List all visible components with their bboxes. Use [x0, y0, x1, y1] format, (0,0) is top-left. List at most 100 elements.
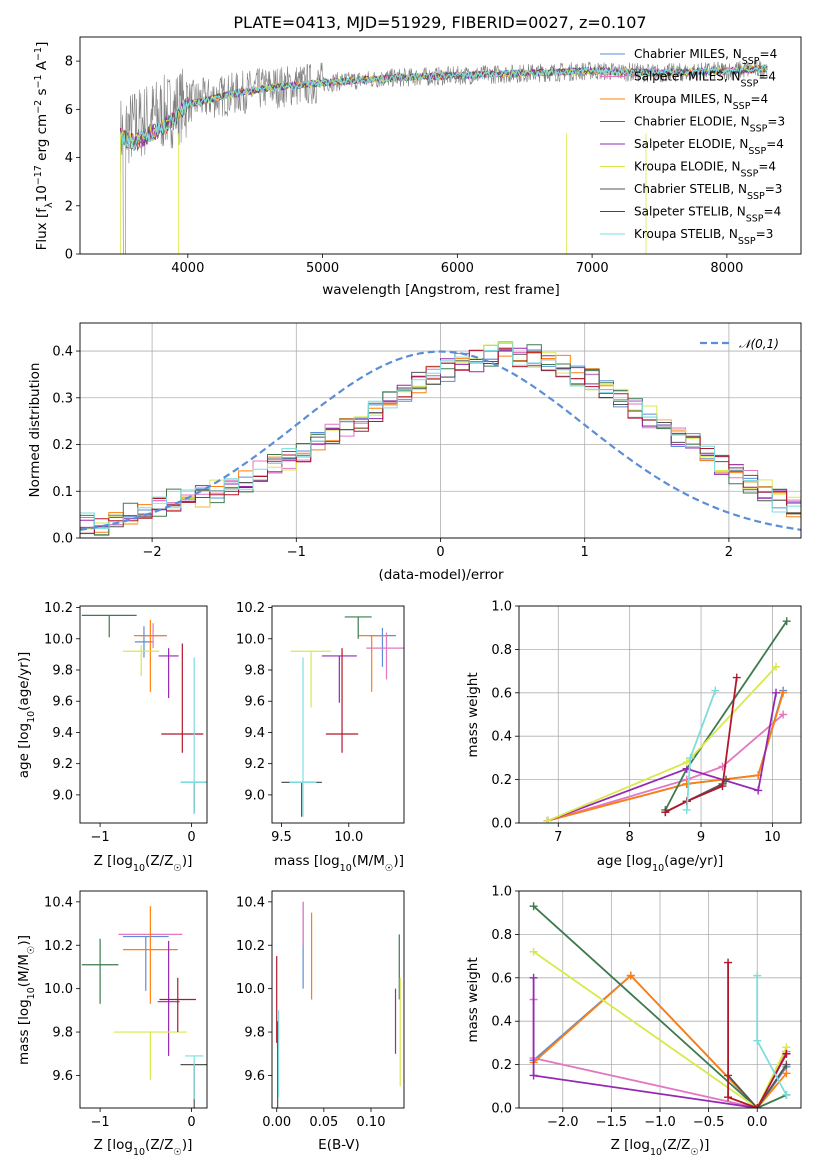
model-spectrum-6 — [120, 65, 768, 151]
x-tick-label: −1 — [91, 1115, 110, 1130]
age-vs-metallicity-panel: −1 0 9.0 9.2 9.4 9.6 9.8 10.0 10.2 Z [log10(Z/Z☉)… — [16, 601, 208, 874]
figure-title: PLATE=0413, MJD=51929, FIBERID=0027, z=0… — [233, 13, 646, 32]
x-tick-label: −0.5 — [693, 1115, 725, 1130]
y-tick-label: 10.0 — [44, 632, 73, 647]
spectrum-lines — [119, 60, 768, 254]
weight-line-4 — [547, 692, 777, 822]
y-tick-label: 0.3 — [52, 391, 73, 406]
y-tick-label: 9.6 — [244, 1069, 265, 1084]
y-tick-label: 10.0 — [236, 982, 265, 997]
y-tick-label: 10.2 — [44, 939, 73, 954]
legend-entry: Kroupa ELODIE, NSSP=4 — [634, 160, 776, 180]
y-tick-label: 0.4 — [491, 730, 512, 745]
x-tick-label: 9.5 — [271, 830, 292, 845]
weight-marker-8 — [753, 1036, 762, 1045]
x-tick-label: 10.0 — [334, 830, 363, 845]
weight-marker-8 — [686, 753, 695, 762]
y-tick-label: 9.8 — [52, 664, 73, 679]
y-tick-label: 6 — [65, 103, 73, 118]
legend-entry: Salpeter STELIB, NSSP=4 — [634, 205, 781, 225]
y-tick-label: 0.2 — [491, 773, 512, 788]
x-tick-label: 4000 — [171, 261, 204, 276]
mass-weight-vs-metallicity-panel: −2.0 −1.5 −1.0 −0.5 0.0 0.0 0.2 0.4 0.6 0.8 1.0 Z [… — [465, 885, 802, 1158]
y-tick-label: 0.0 — [52, 532, 73, 547]
y-tick-label: 0.4 — [52, 345, 73, 360]
y-tick-label: 0.8 — [491, 928, 512, 943]
weight-marker-7 — [732, 673, 741, 682]
error-bars — [276, 901, 401, 1108]
weight-marker-2 — [782, 1069, 791, 1078]
weight-line-1 — [547, 713, 784, 822]
y-tick-label: 9.8 — [244, 1026, 265, 1041]
x-tick-label: 5000 — [306, 261, 339, 276]
y-axis-label: mass weight — [465, 957, 481, 1042]
spectrum-panel: 4000 5000 6000 7000 8000 0 2 4 6 8 Chabrier MILES,… — [33, 36, 802, 298]
weight-marker-8 — [682, 805, 691, 814]
x-tick-label: 10 — [764, 830, 781, 845]
weight-marker-7 — [718, 782, 727, 791]
x-tick-label: 0.05 — [309, 1115, 338, 1130]
x-tick-label: 0 — [187, 830, 195, 845]
x-tick-label: 0 — [187, 1115, 195, 1130]
axes-frame — [518, 890, 802, 1109]
weight-marker-3 — [782, 617, 791, 626]
x-tick-label: 0.0 — [747, 1115, 768, 1130]
x-axis-label: mass [log10(M/M☉)] — [274, 853, 404, 874]
weight-marker-8 — [711, 686, 720, 695]
legend-entry: Kroupa MILES, NSSP=4 — [634, 92, 768, 112]
legend-entry: 𝒩(0,1) — [739, 337, 779, 351]
weight-marker-7 — [724, 1093, 733, 1102]
y-tick-label: 4 — [65, 151, 73, 166]
weight-marker-5 — [529, 947, 538, 956]
axes-frame — [518, 605, 802, 824]
weight-line-5 — [533, 951, 788, 1108]
mass-weight-vs-age-panel: 7 8 9 10 0.0 0.2 0.4 0.6 0.8 1.0 age [log10(age/yr… — [465, 600, 802, 874]
x-tick-label: 7000 — [576, 261, 609, 276]
weight-marker-5 — [543, 816, 552, 823]
x-tick-label: −2 — [143, 545, 162, 560]
weight-marker-4 — [754, 786, 763, 795]
weight-line-6 — [727, 1064, 788, 1108]
x-tick-label: 0.00 — [262, 1115, 291, 1130]
error-bars — [81, 614, 207, 814]
x-tick-label: 6000 — [441, 261, 474, 276]
y-tick-label: 9.0 — [52, 788, 73, 803]
error-bars — [281, 616, 404, 817]
x-tick-label: 8 — [626, 830, 634, 845]
axes-frame — [271, 890, 405, 1109]
y-tick-label: 9.6 — [52, 1069, 73, 1084]
axes-frame — [79, 36, 802, 255]
y-tick-label: 0.2 — [491, 1058, 512, 1073]
weight-line-2 — [533, 974, 788, 1108]
y-tick-label: 9.2 — [52, 757, 73, 772]
axes-frame — [271, 605, 405, 824]
weight-marker-7 — [782, 1049, 791, 1058]
y-tick-label: 10.4 — [236, 895, 265, 910]
weight-marker-7 — [724, 958, 733, 967]
weight-line-5 — [547, 666, 777, 822]
x-tick-label: 7 — [554, 830, 562, 845]
weight-marker-6 — [782, 1060, 791, 1069]
y-tick-label: 9.8 — [244, 664, 265, 679]
x-axis-label: Z [log10(Z/Z☉)] — [94, 853, 193, 874]
weight-line-0 — [547, 690, 785, 822]
histogram-8 — [80, 342, 801, 530]
y-axis-label: mass weight — [465, 672, 481, 757]
weight-lines — [529, 902, 791, 1108]
y-tick-label: 10.2 — [236, 939, 265, 954]
x-axis-label: Z [log10(Z/Z☉)] — [611, 1137, 710, 1158]
residual-histogram-panel: −2 −1 0 1 2 0.0 0.1 0.2 0.3 0.4 𝒩(0,1) (data-model)… — [27, 322, 802, 583]
weight-marker-7 — [753, 1104, 762, 1108]
y-tick-label: 10.0 — [44, 982, 73, 997]
weight-marker-8 — [753, 971, 762, 980]
y-tick-label: 0.6 — [491, 971, 512, 986]
weight-marker-4 — [772, 688, 781, 697]
weight-line-3 — [532, 905, 787, 1108]
x-axis-label: Z [log10(Z/Z☉)] — [94, 1137, 193, 1158]
legend-entry: Salpeter MILES, NSSP=4 — [634, 70, 776, 90]
axes-frame — [79, 890, 208, 1109]
weight-line-7 — [664, 677, 738, 813]
weight-marker-5 — [772, 662, 781, 671]
x-tick-label: 0.10 — [357, 1115, 386, 1130]
